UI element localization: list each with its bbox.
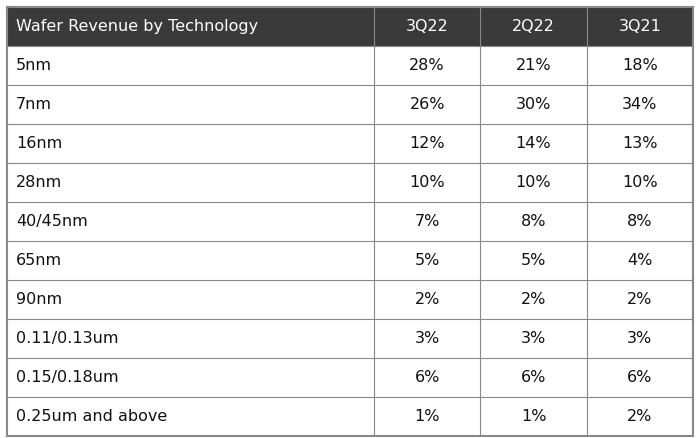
Text: 12%: 12% bbox=[410, 136, 445, 151]
Bar bbox=[7, 85, 374, 124]
Bar bbox=[480, 162, 587, 201]
Bar bbox=[7, 7, 374, 46]
Text: 8%: 8% bbox=[627, 214, 652, 229]
Bar bbox=[7, 46, 374, 85]
Text: 10%: 10% bbox=[516, 175, 552, 190]
Bar bbox=[587, 162, 693, 201]
Text: 6%: 6% bbox=[414, 370, 440, 385]
Text: 0.25um and above: 0.25um and above bbox=[16, 409, 167, 424]
Bar bbox=[480, 201, 587, 241]
Text: Wafer Revenue by Technology: Wafer Revenue by Technology bbox=[16, 18, 258, 34]
Text: 28%: 28% bbox=[410, 58, 445, 73]
Bar bbox=[480, 46, 587, 85]
Text: 4%: 4% bbox=[627, 253, 652, 268]
Bar bbox=[587, 124, 693, 162]
Bar bbox=[374, 85, 480, 124]
Text: 0.15/0.18um: 0.15/0.18um bbox=[16, 370, 119, 385]
Text: 6%: 6% bbox=[627, 370, 652, 385]
Text: 2%: 2% bbox=[627, 292, 652, 307]
Bar bbox=[374, 124, 480, 162]
Bar bbox=[587, 201, 693, 241]
Text: 2%: 2% bbox=[521, 292, 546, 307]
Text: 65nm: 65nm bbox=[16, 253, 62, 268]
Bar bbox=[480, 7, 587, 46]
Bar bbox=[480, 241, 587, 280]
Text: 3%: 3% bbox=[414, 331, 440, 346]
Bar bbox=[7, 280, 374, 319]
Bar bbox=[374, 46, 480, 85]
Text: 2%: 2% bbox=[627, 409, 652, 424]
Text: 28nm: 28nm bbox=[16, 175, 62, 190]
Bar bbox=[480, 85, 587, 124]
Bar bbox=[374, 7, 480, 46]
Text: 3Q21: 3Q21 bbox=[618, 18, 662, 34]
Text: 13%: 13% bbox=[622, 136, 657, 151]
Text: 1%: 1% bbox=[521, 409, 546, 424]
Text: 5%: 5% bbox=[414, 253, 440, 268]
Text: 7%: 7% bbox=[414, 214, 440, 229]
Text: 40/45nm: 40/45nm bbox=[16, 214, 88, 229]
Bar bbox=[374, 201, 480, 241]
Bar bbox=[480, 358, 587, 397]
Text: 26%: 26% bbox=[410, 97, 445, 112]
Bar bbox=[374, 280, 480, 319]
Bar bbox=[7, 162, 374, 201]
Text: 1%: 1% bbox=[414, 409, 440, 424]
Bar bbox=[480, 124, 587, 162]
Bar bbox=[587, 241, 693, 280]
Bar bbox=[587, 7, 693, 46]
Bar bbox=[374, 358, 480, 397]
Text: 2Q22: 2Q22 bbox=[512, 18, 555, 34]
Bar bbox=[7, 124, 374, 162]
Bar bbox=[374, 319, 480, 358]
Bar bbox=[374, 241, 480, 280]
Bar bbox=[480, 280, 587, 319]
Text: 10%: 10% bbox=[622, 175, 657, 190]
Bar bbox=[374, 397, 480, 436]
Text: 14%: 14% bbox=[516, 136, 552, 151]
Text: 7nm: 7nm bbox=[16, 97, 52, 112]
Text: 5%: 5% bbox=[521, 253, 546, 268]
Bar bbox=[480, 319, 587, 358]
Bar bbox=[374, 162, 480, 201]
Text: 2%: 2% bbox=[414, 292, 440, 307]
Text: 3%: 3% bbox=[627, 331, 652, 346]
Text: 8%: 8% bbox=[521, 214, 546, 229]
Bar bbox=[587, 280, 693, 319]
Bar bbox=[7, 397, 374, 436]
Text: 3Q22: 3Q22 bbox=[406, 18, 449, 34]
Text: 6%: 6% bbox=[521, 370, 546, 385]
Bar bbox=[480, 397, 587, 436]
Bar bbox=[7, 201, 374, 241]
Text: 21%: 21% bbox=[516, 58, 552, 73]
Bar bbox=[7, 358, 374, 397]
Bar bbox=[7, 319, 374, 358]
Bar bbox=[587, 397, 693, 436]
Bar bbox=[587, 85, 693, 124]
Text: 10%: 10% bbox=[410, 175, 445, 190]
Text: 90nm: 90nm bbox=[16, 292, 62, 307]
Text: 0.11/0.13um: 0.11/0.13um bbox=[16, 331, 118, 346]
Text: 5nm: 5nm bbox=[16, 58, 52, 73]
Bar bbox=[587, 319, 693, 358]
Text: 16nm: 16nm bbox=[16, 136, 62, 151]
Bar bbox=[7, 241, 374, 280]
Bar bbox=[587, 46, 693, 85]
Text: 30%: 30% bbox=[516, 97, 551, 112]
Bar bbox=[587, 358, 693, 397]
Text: 34%: 34% bbox=[622, 97, 657, 112]
Text: 3%: 3% bbox=[521, 331, 546, 346]
Text: 18%: 18% bbox=[622, 58, 658, 73]
